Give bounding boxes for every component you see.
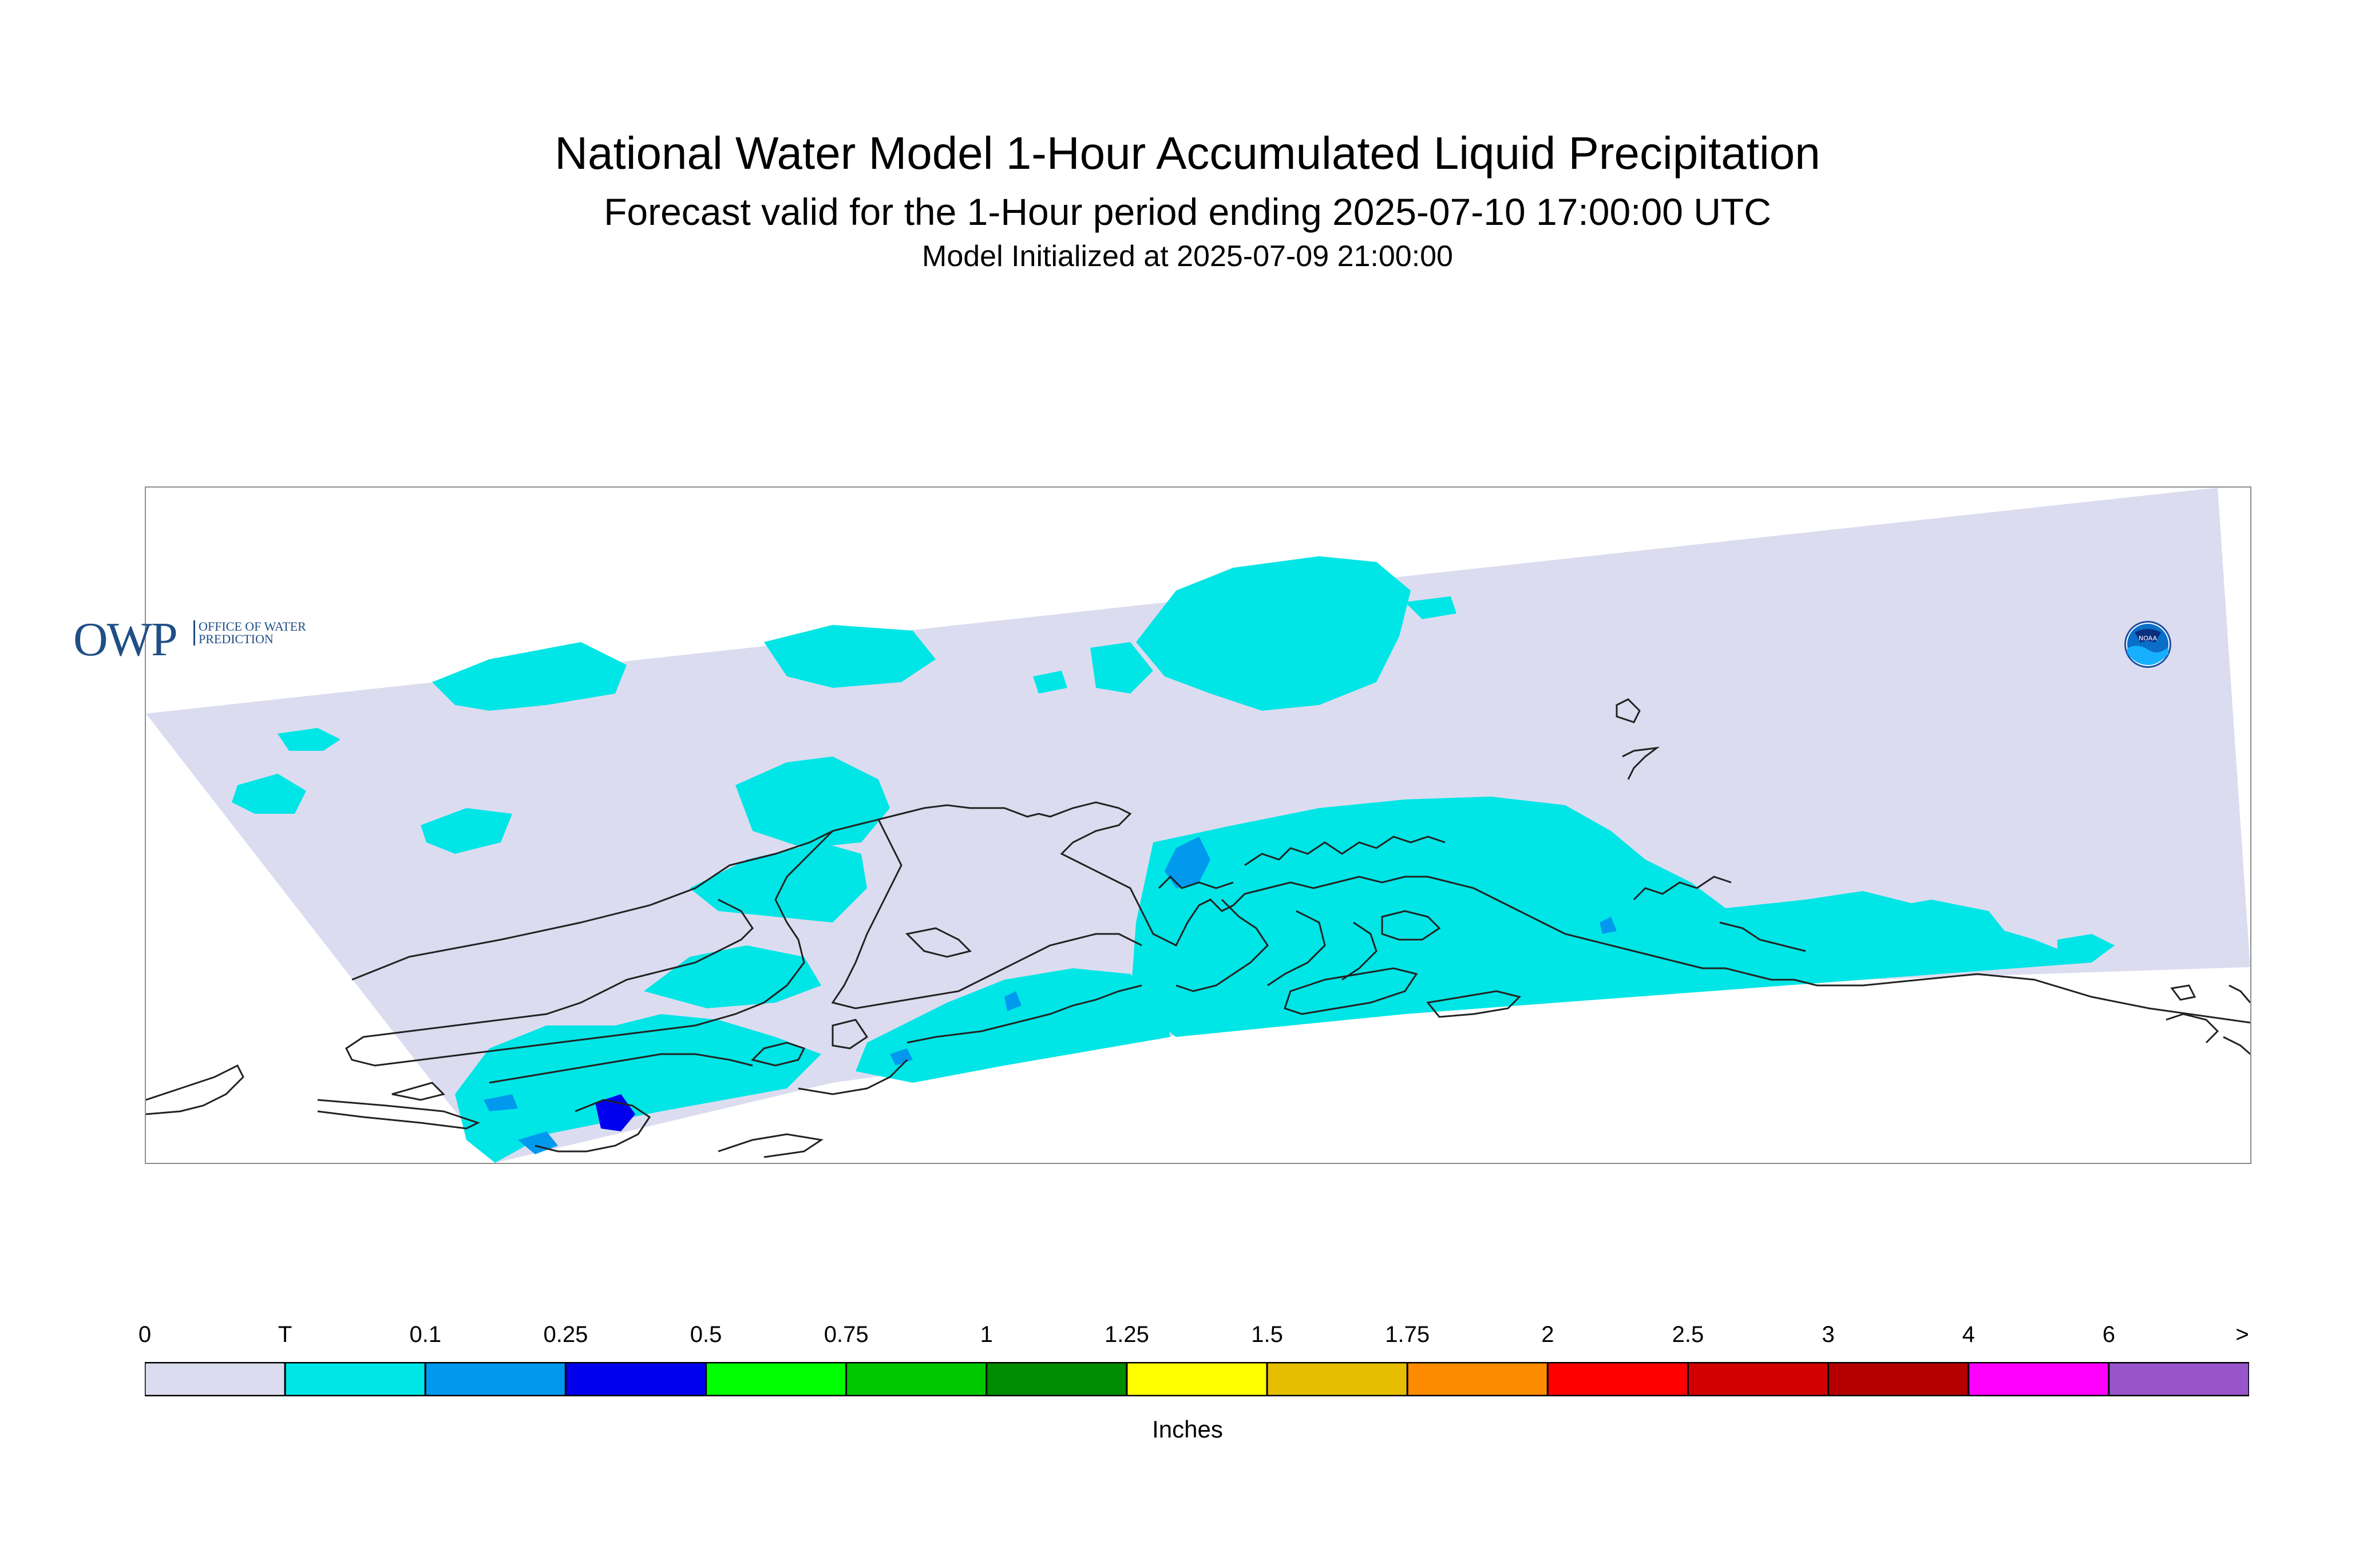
legend-tick-label: 2.5 xyxy=(1672,1322,1704,1347)
owp-logo-text: OFFICE OF WATER PREDICTION xyxy=(193,620,324,646)
owp-logo-mark: OWP xyxy=(73,613,178,666)
legend-swatch-11 xyxy=(1687,1362,1830,1396)
legend-tick-label: 4 xyxy=(1962,1322,1975,1347)
legend-tick-label: 1 xyxy=(980,1322,993,1347)
legend-units: Inches xyxy=(1152,1416,1223,1443)
color-legend xyxy=(145,1362,2249,1396)
legend-tick-label: 0.1 xyxy=(409,1322,442,1347)
legend-swatch-12 xyxy=(1827,1362,1970,1396)
legend-tick-label: 0.25 xyxy=(543,1322,588,1347)
legend-color-bar xyxy=(145,1362,2249,1396)
noaa-logo: NOAA xyxy=(2123,620,2172,669)
legend-tick-label: 1.75 xyxy=(1385,1322,1430,1347)
legend-tick-label: 6 xyxy=(2102,1322,2115,1347)
legend-swatch-14 xyxy=(2108,1362,2249,1396)
legend-swatch-3 xyxy=(564,1362,707,1396)
legend-swatch-10 xyxy=(1546,1362,1689,1396)
precipitation-map xyxy=(145,486,2251,1164)
legend-swatch-13 xyxy=(1968,1362,2110,1396)
trace-precip-areas xyxy=(232,556,2115,1163)
model-init-subtitle: Model Initialized at 2025-07-09 21:00:00 xyxy=(922,240,1453,273)
light-precip-areas xyxy=(484,837,1617,1154)
map-title: National Water Model 1-Hour Accumulated … xyxy=(555,128,1820,179)
legend-tick-label: 2 xyxy=(1541,1322,1554,1347)
legend-tick-label: > xyxy=(2235,1322,2249,1347)
legend-swatch-4 xyxy=(705,1362,848,1396)
legend-tick-label: T xyxy=(278,1322,292,1347)
coastlines xyxy=(146,698,2250,1158)
legend-swatch-0 xyxy=(145,1362,286,1396)
legend-swatch-6 xyxy=(985,1362,1128,1396)
legend-swatch-7 xyxy=(1126,1362,1268,1396)
noaa-emblem: NOAA xyxy=(2124,621,2171,668)
legend-tick-label: 0.5 xyxy=(690,1322,722,1347)
map-canvas xyxy=(146,488,2250,1163)
legend-tick-label: 1.25 xyxy=(1104,1322,1149,1347)
legend-swatch-2 xyxy=(424,1362,567,1396)
owp-logo: OWP OFFICE OF WATER PREDICTION xyxy=(73,613,306,666)
noaa-logo-text: NOAA xyxy=(2139,635,2158,642)
legend-tick-label: 3 xyxy=(1822,1322,1835,1347)
legend-tick-label: 0 xyxy=(138,1322,152,1347)
legend-swatch-1 xyxy=(284,1362,426,1396)
legend-tick-label: 0.75 xyxy=(824,1322,869,1347)
forecast-valid-subtitle: Forecast valid for the 1-Hour period end… xyxy=(604,191,1771,233)
legend-tick-label: 1.5 xyxy=(1251,1322,1283,1347)
legend-swatch-9 xyxy=(1406,1362,1549,1396)
legend-swatch-8 xyxy=(1266,1362,1408,1396)
legend-swatch-5 xyxy=(845,1362,988,1396)
